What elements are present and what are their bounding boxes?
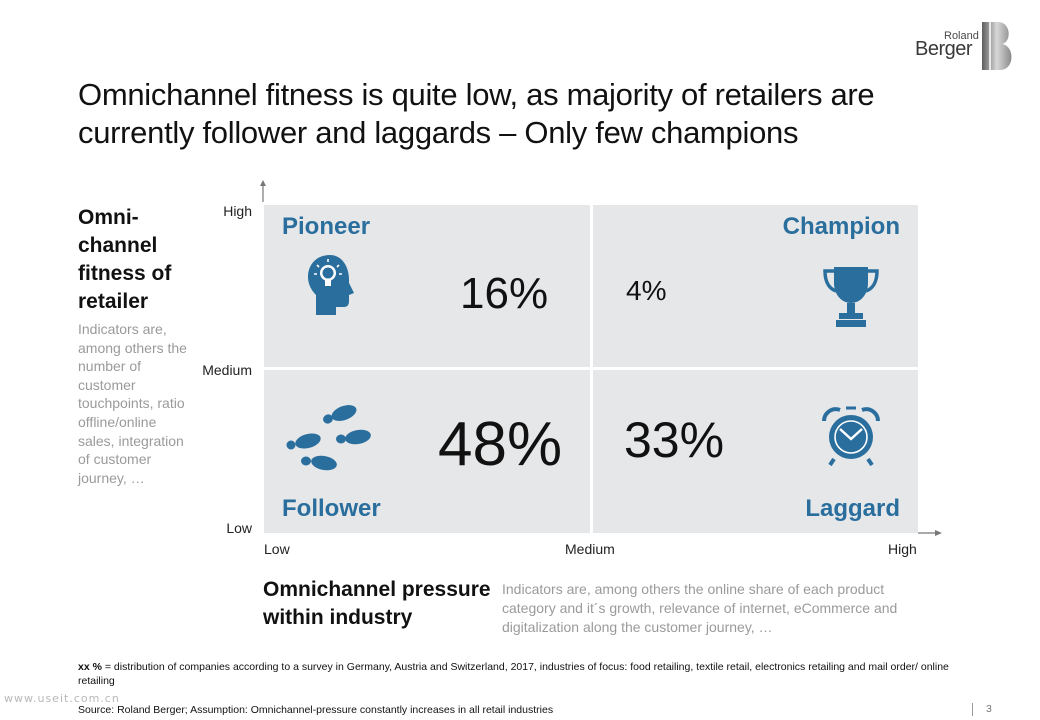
champion-value: 4% (626, 275, 667, 306)
source-note: Source: Roland Berger; Assumption: Omnic… (78, 704, 554, 716)
x-tick-high: High (888, 541, 917, 557)
footnote: xx % = distribution of companies accordi… (78, 660, 978, 688)
y-axis-arrow-icon (260, 180, 266, 202)
head-lightbulb-icon (308, 255, 354, 315)
fitness-matrix: Pioneer 16% Champion 4% 48% Follower (264, 205, 918, 533)
y-tick-low: Low (226, 520, 252, 536)
logo-roland-text: Roland (944, 30, 979, 42)
laggard-value: 33% (624, 412, 725, 468)
x-tick-medium: Medium (565, 541, 615, 557)
logo-berger-text: Berger (915, 38, 973, 60)
alarm-clock-icon (822, 406, 880, 467)
follower-value: 48% (438, 410, 563, 479)
y-tick-high: High (223, 203, 252, 219)
footnote-key: xx % (78, 661, 102, 673)
pioneer-value: 16% (460, 269, 549, 318)
roland-berger-logo: Roland Berger (914, 20, 1024, 74)
footnote-text: = distribution of companies according to… (78, 661, 949, 687)
matrix-horizontal-divider (264, 367, 918, 370)
slide-title: Omnichannel fitness is quite low, as maj… (78, 77, 875, 150)
quadrant-label-laggard: Laggard (805, 495, 900, 522)
footprints-icon (286, 405, 371, 471)
x-axis-title: Omnichannel pressure within industry (263, 578, 491, 629)
logo-b-mark-icon (982, 22, 1012, 70)
x-axis-arrow-icon (918, 530, 942, 536)
quadrant-label-pioneer: Pioneer (282, 213, 371, 240)
page-number: 3 (986, 703, 992, 715)
trophy-icon (823, 267, 879, 327)
watermark: www.useit.com.cn (4, 692, 120, 705)
y-axis-description: Indicators are, among others the number … (78, 321, 187, 486)
y-axis-title: Omni-channel fitness of retailer (78, 206, 172, 313)
page-number-separator (972, 703, 973, 716)
x-tick-low: Low (264, 541, 290, 557)
quadrant-label-follower: Follower (282, 495, 381, 522)
y-tick-medium: Medium (202, 362, 252, 378)
x-axis-description: Indicators are, among others the online … (502, 581, 898, 635)
quadrant-label-champion: Champion (782, 213, 900, 240)
